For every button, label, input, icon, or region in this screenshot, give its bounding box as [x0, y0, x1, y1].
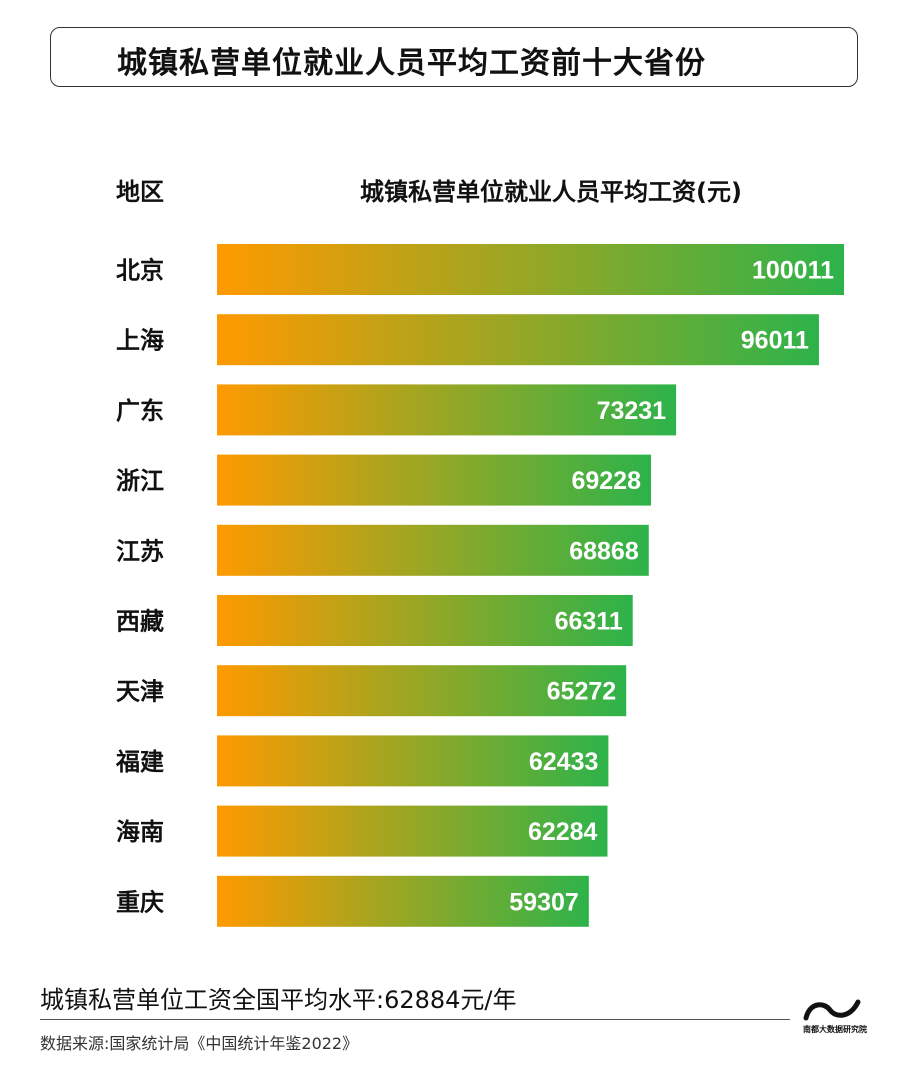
- value-label: 65272: [547, 678, 617, 706]
- bar: [217, 384, 677, 436]
- category-label: 西藏: [116, 608, 164, 636]
- bar: [217, 805, 608, 857]
- bar: [217, 454, 652, 506]
- category-label: 福建: [115, 748, 164, 776]
- bar: [217, 735, 609, 787]
- brand-logo: 南都大数据研究院: [800, 996, 867, 1036]
- value-label: 66311: [555, 608, 623, 636]
- brand-logo-text: 南都大数据研究院: [803, 1025, 867, 1034]
- bar: [217, 244, 844, 295]
- column-header-region: 地区: [116, 178, 164, 206]
- value-label: 62433: [529, 748, 599, 776]
- category-label: 重庆: [116, 888, 164, 916]
- value-label: 100011: [752, 257, 834, 285]
- bar: [217, 665, 627, 717]
- bar: [217, 595, 633, 646]
- value-label: 73231: [597, 397, 667, 425]
- value-label: 96011: [741, 327, 809, 355]
- value-label: 68868: [569, 537, 639, 565]
- bar: [217, 314, 819, 366]
- category-label: 海南: [116, 818, 164, 846]
- bar: [217, 875, 589, 927]
- brand-logo-icon: [803, 999, 861, 1021]
- bar: [217, 524, 649, 576]
- page-title: 城镇私营单位就业人员平均工资前十大省份: [117, 46, 706, 81]
- data-source-text: 数据来源:国家统计局《中国统计年鉴2022》: [40, 1034, 359, 1053]
- category-label: 上海: [116, 327, 164, 355]
- value-label: 59307: [509, 888, 579, 916]
- value-label: 69228: [571, 467, 641, 495]
- national-average-text: 城镇私营单位工资全国平均水平:62884元/年: [40, 986, 517, 1014]
- category-label: 浙江: [116, 467, 164, 495]
- footer-divider: [40, 1019, 790, 1020]
- value-label: 62284: [528, 818, 598, 846]
- category-label: 天津: [116, 678, 164, 706]
- category-label: 北京: [116, 257, 164, 285]
- title-box: 城镇私营单位就业人员平均工资前十大省份: [50, 27, 858, 87]
- category-label: 广东: [116, 397, 164, 425]
- column-header-value: 城镇私营单位就业人员平均工资(元): [360, 178, 742, 206]
- category-label: 江苏: [116, 537, 164, 565]
